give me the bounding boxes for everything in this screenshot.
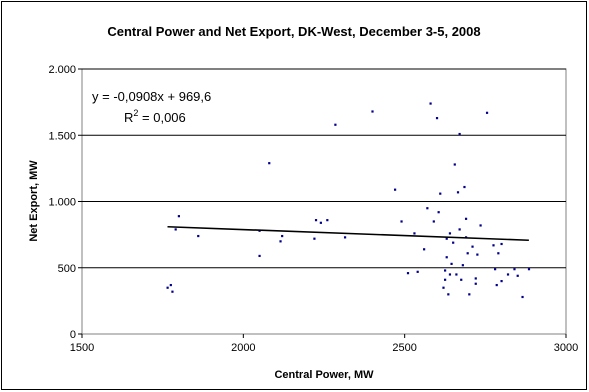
data-point bbox=[500, 280, 503, 283]
data-point bbox=[393, 188, 397, 191]
data-point bbox=[450, 262, 453, 265]
data-point bbox=[169, 283, 172, 287]
data-point bbox=[492, 244, 495, 247]
data-point bbox=[463, 185, 466, 189]
r2-prefix: R bbox=[124, 110, 133, 125]
data-point bbox=[476, 253, 479, 256]
data-point bbox=[279, 240, 282, 243]
data-point bbox=[435, 117, 439, 120]
data-point bbox=[281, 234, 284, 238]
y-axis-title: Net Export, MW bbox=[28, 160, 40, 242]
data-point bbox=[371, 110, 374, 113]
data-point bbox=[495, 283, 498, 287]
data-points bbox=[166, 102, 531, 299]
data-point bbox=[466, 252, 469, 255]
trendline-equation: y = -0,0908x + 969,6 bbox=[92, 89, 211, 104]
data-point bbox=[474, 277, 477, 280]
data-point bbox=[494, 268, 497, 271]
data-point bbox=[458, 132, 461, 136]
y-tick-label: 1.000 bbox=[48, 197, 76, 209]
data-point bbox=[429, 102, 432, 105]
data-point bbox=[343, 236, 347, 239]
data-point bbox=[442, 286, 445, 289]
data-point bbox=[455, 273, 458, 276]
data-point bbox=[447, 293, 450, 296]
data-point bbox=[416, 270, 419, 273]
y-tick-label: 2.000 bbox=[48, 64, 76, 76]
data-point bbox=[326, 219, 329, 222]
y-axis-ticks: 0 500 1.000 1.500 2.000 bbox=[48, 64, 82, 341]
data-point bbox=[468, 293, 471, 296]
data-point bbox=[485, 111, 489, 114]
data-point bbox=[174, 228, 177, 231]
chart-title: Central Power and Net Export, DK-West, D… bbox=[107, 24, 480, 39]
data-point bbox=[471, 245, 474, 248]
data-point bbox=[448, 232, 452, 235]
y-tick-label: 1.500 bbox=[48, 130, 76, 142]
data-point bbox=[521, 295, 524, 299]
data-point bbox=[319, 221, 322, 224]
x-tick-label: 2500 bbox=[392, 342, 416, 354]
x-tick-label: 1500 bbox=[70, 342, 94, 354]
data-point bbox=[406, 272, 410, 275]
data-point bbox=[497, 252, 500, 255]
data-point bbox=[197, 234, 200, 238]
data-point bbox=[445, 256, 448, 259]
data-point bbox=[453, 163, 456, 166]
data-point bbox=[460, 278, 463, 281]
data-point bbox=[334, 123, 337, 126]
data-point bbox=[516, 274, 519, 277]
y-tick-label: 0 bbox=[70, 329, 76, 341]
x-axis-title: Central Power, MW bbox=[274, 369, 374, 381]
y-tick-label: 500 bbox=[58, 263, 76, 275]
data-point bbox=[445, 237, 448, 240]
r-squared-label: R2 = 0,006 bbox=[124, 108, 186, 125]
data-point bbox=[444, 269, 447, 272]
data-point bbox=[313, 237, 316, 240]
data-point bbox=[448, 273, 452, 276]
data-point bbox=[171, 290, 174, 293]
x-axis-ticks: 1500 2000 2500 3000 bbox=[70, 334, 578, 354]
data-point bbox=[166, 286, 169, 289]
data-point bbox=[413, 232, 416, 235]
data-point bbox=[444, 278, 447, 281]
data-point bbox=[513, 268, 516, 271]
r2-exponent: 2 bbox=[133, 108, 138, 118]
data-point bbox=[437, 211, 440, 214]
data-point bbox=[506, 273, 510, 276]
r2-value: = 0,006 bbox=[138, 110, 185, 125]
data-point bbox=[439, 192, 442, 195]
data-point bbox=[177, 215, 180, 218]
data-point bbox=[461, 264, 464, 267]
x-tick-label: 2000 bbox=[231, 342, 255, 354]
data-point bbox=[426, 207, 429, 210]
gridlines bbox=[82, 68, 566, 269]
data-point bbox=[500, 242, 503, 246]
data-point bbox=[452, 241, 455, 244]
data-point bbox=[479, 224, 482, 227]
data-point bbox=[268, 162, 271, 165]
data-point bbox=[464, 217, 468, 220]
trendline bbox=[167, 225, 529, 242]
data-point bbox=[474, 282, 477, 285]
data-point bbox=[400, 220, 403, 223]
data-point bbox=[258, 254, 261, 258]
data-point bbox=[458, 228, 461, 231]
data-point bbox=[527, 268, 531, 271]
data-point bbox=[423, 248, 426, 251]
data-point bbox=[432, 220, 435, 223]
data-point bbox=[456, 191, 460, 194]
data-point bbox=[314, 219, 318, 222]
x-tick-label: 3000 bbox=[554, 342, 578, 354]
